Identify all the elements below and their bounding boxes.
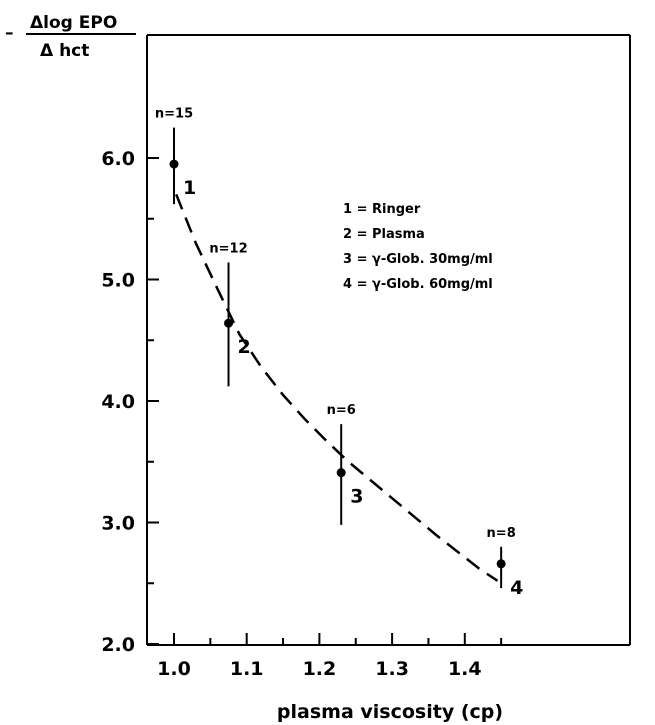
legend-entry: 3 = γ-Glob. 30mg/ml [343, 252, 493, 267]
data-point [169, 159, 179, 169]
y-axis-label-prefix: – [5, 23, 14, 43]
point-number-label: 2 [238, 336, 251, 358]
sample-size-label: n=12 [209, 241, 247, 256]
x-tick-label: 1.1 [230, 658, 264, 680]
point-number-label: 4 [510, 577, 523, 599]
y-tick-label: 2.0 [101, 634, 135, 656]
y-tick-label: 3.0 [101, 513, 135, 535]
y-axis-label-denominator: Δ hct [40, 41, 89, 61]
y-tick-label: 4.0 [101, 391, 135, 413]
data-point [224, 318, 234, 328]
data-points: 1 n=15 2 n=12 3 n=6 4 n=8 [155, 107, 524, 599]
x-tick-label: 1.4 [448, 658, 482, 680]
axes [146, 34, 631, 646]
point-number-label: 3 [350, 486, 363, 508]
x-tick-label: 1.0 [157, 658, 191, 680]
legend: 1 = Ringer 2 = Plasma 3 = γ-Glob. 30mg/ml 4… [343, 202, 493, 292]
data-point [496, 559, 506, 569]
x-axis-label: plasma viscosity (cp) [277, 701, 503, 723]
ticks: 2.0 3.0 4.0 5.0 6.0 1.0 1.1 1.2 1.3 1.4 [101, 148, 503, 680]
data-point [336, 468, 346, 478]
x-tick-label: 1.2 [303, 658, 337, 680]
x-tick-label: 1.3 [375, 658, 409, 680]
y-tick-label: 6.0 [101, 148, 135, 170]
legend-entry: 2 = Plasma [343, 227, 425, 242]
legend-entry: 4 = γ-Glob. 60mg/ml [343, 277, 493, 292]
sample-size-label: n=15 [155, 107, 193, 122]
point-number-label: 1 [183, 177, 196, 199]
y-axis-label-numerator: Δlog EPO [30, 13, 117, 33]
sample-size-label: n=6 [327, 403, 356, 418]
sample-size-label: n=8 [487, 526, 516, 541]
y-tick-label: 5.0 [101, 270, 135, 292]
axis-labels: – Δlog EPO Δ hct plasma viscosity (cp) [5, 13, 503, 723]
legend-entry: 1 = Ringer [343, 202, 421, 217]
